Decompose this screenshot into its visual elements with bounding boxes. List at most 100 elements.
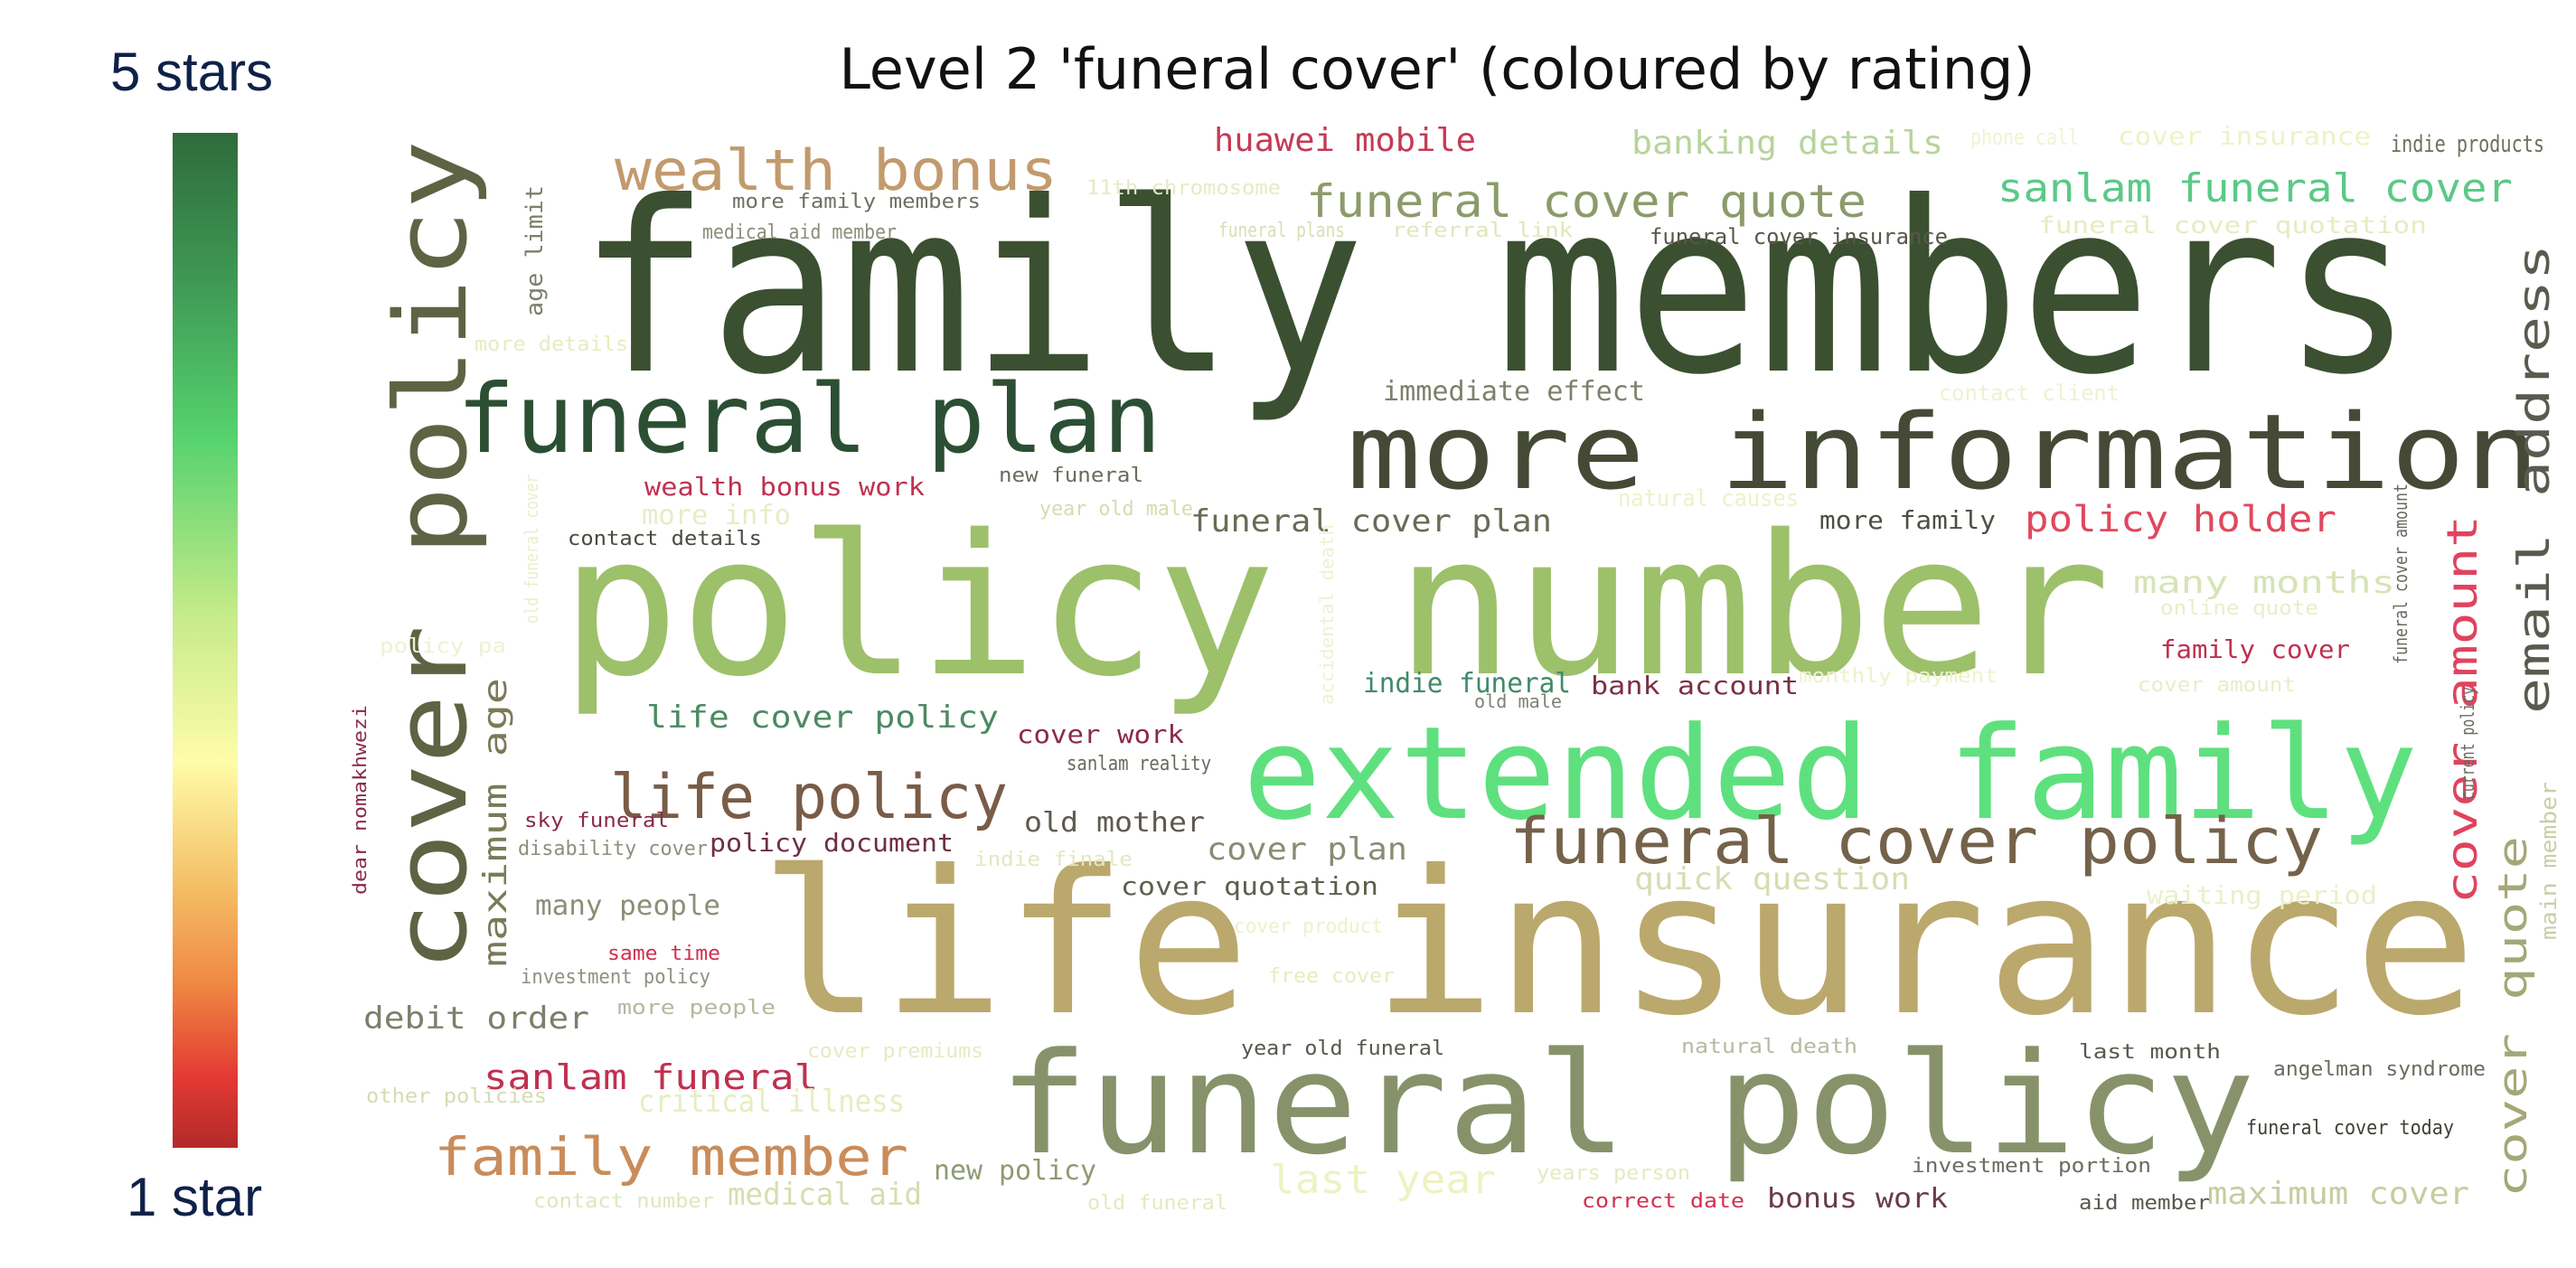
word-bonus-work: bonus work xyxy=(1767,1183,1948,1215)
word-old-funeral-cover: old funeral cover xyxy=(521,474,542,624)
word-bank-account: bank account xyxy=(1591,671,1799,700)
word-new-funeral: new funeral xyxy=(999,465,1143,487)
word-maximum-age: maximum age xyxy=(477,678,514,967)
word-life-policy: life policy xyxy=(610,762,1008,833)
word-wealth-bonus-work: wealth bonus work xyxy=(644,472,925,502)
word-extended-family: extended family xyxy=(1243,700,2418,849)
word-natural-death: natural death xyxy=(1681,1036,1857,1058)
word-same-time: same time xyxy=(607,943,720,965)
word-indie-finale: indie finale xyxy=(974,849,1133,871)
word-cover-plan: cover plan xyxy=(1207,831,1407,868)
word-more-people: more people xyxy=(617,997,776,1019)
word-banking-details: banking details xyxy=(1631,125,1943,162)
word-policy-document: policy document xyxy=(710,828,954,858)
word-angelman-syndrome: angelman syndrome xyxy=(2273,1058,2486,1081)
word-debit-order: debit order xyxy=(363,1000,589,1037)
word-indie-funeral: indie funeral xyxy=(1363,668,1571,700)
word-many-months: many months xyxy=(2133,565,2395,601)
word-accidental-death: accidental death xyxy=(1316,524,1338,705)
word-free-cover: free cover xyxy=(1268,965,1395,988)
word-more-details: more details xyxy=(475,333,628,356)
word-sky-funeral: sky funeral xyxy=(524,810,669,832)
word-quick-question: quick question xyxy=(1634,861,1910,897)
word-sanlam-funeral: sanlam funeral xyxy=(484,1057,818,1097)
word-investment-policy: investment policy xyxy=(521,966,710,989)
word-funeral-cover-plan: funeral cover plan xyxy=(1190,503,1552,540)
word-cover-product: cover product xyxy=(1234,916,1383,938)
word-family-cover: family cover xyxy=(2160,634,2350,664)
word-family-members: family members xyxy=(578,151,2413,427)
word-funeral-policy: funeral policy xyxy=(999,1022,2255,1186)
word-aid-member: aid member xyxy=(2079,1192,2210,1215)
rating-colorbar xyxy=(173,133,238,1148)
word-policy-holder: policy holder xyxy=(2025,499,2336,540)
word-cover-premiums: cover premiums xyxy=(807,1040,983,1063)
word-phone-call: phone call xyxy=(1970,125,2079,150)
word-funeral-cover-quotation: funeral cover quotation xyxy=(2038,212,2427,240)
word-family-member: family member xyxy=(434,1126,908,1188)
word-old-male: old male xyxy=(1474,690,1562,712)
word-cover-work: cover work xyxy=(1017,719,1184,749)
word-11th-chromosome: 11th chromosome xyxy=(1086,177,1281,200)
word-last-month: last month xyxy=(2079,1041,2221,1064)
word-funeral-plans: funeral plans xyxy=(1218,220,1345,242)
word-cover-insurance: cover insurance xyxy=(2118,121,2371,151)
word-contact-details: contact details xyxy=(568,528,762,550)
word-investment-portion: investment portion xyxy=(1912,1155,2151,1178)
word-cover-amount: cover amount xyxy=(2438,515,2487,904)
word-funeral-cover-amount: funeral cover amount xyxy=(2390,484,2411,664)
word-policy-pa: policy pa xyxy=(380,635,506,658)
word-medical-aid-member: medical aid member xyxy=(702,221,897,244)
word-maximum-cover: maximum cover xyxy=(2207,1176,2469,1212)
word-years-person: years person xyxy=(1537,1162,1690,1185)
word-cover-amount: cover amount xyxy=(2138,674,2296,697)
word-main-member: main member xyxy=(2536,782,2562,940)
word-age-limit: age limit xyxy=(522,185,549,316)
word-contact-client: contact client xyxy=(1939,380,2120,406)
word-cover-quotation: cover quotation xyxy=(1121,871,1378,901)
word-immediate-effect: immediate effect xyxy=(1383,376,1645,408)
word-medical-aid: medical aid xyxy=(728,1177,922,1213)
word-funeral-cover-insurance: funeral cover insurance xyxy=(1650,224,1948,249)
word-more-family-members: more family members xyxy=(732,191,981,213)
word-policy-number: policy number xyxy=(560,493,2111,719)
word-email-address: email address xyxy=(2509,244,2560,714)
colorbar-top-label: 5 stars xyxy=(110,42,274,102)
word-monthly-payment: monthly payment xyxy=(1799,665,1998,688)
word-referral-link: referral link xyxy=(1392,220,1573,242)
word-online-quote: online quote xyxy=(2160,597,2318,620)
word-funeral-cover-today: funeral cover today xyxy=(2246,1117,2454,1140)
word-funeral-cover-policy: funeral cover policy xyxy=(1509,804,2323,878)
word-year-old-male: year old male xyxy=(1039,498,1193,521)
word-old-funeral: old funeral xyxy=(1087,1192,1227,1215)
word-indie-products: indie products xyxy=(2391,131,2544,158)
word-waiting-period: waiting period xyxy=(2147,880,2377,910)
word-current-policy: current policy xyxy=(2457,687,2478,800)
word-natural-causes: natural causes xyxy=(1618,485,1799,512)
word-old-mother: old mother xyxy=(1024,807,1205,839)
word-life-cover-policy: life cover policy xyxy=(646,700,999,736)
word-last-year: last year xyxy=(1270,1157,1496,1203)
word-many-people: many people xyxy=(535,890,720,922)
word-new-policy: new policy xyxy=(934,1155,1096,1187)
word-correct-date: correct date xyxy=(1582,1190,1744,1213)
word-cover-quote: cover quote xyxy=(2490,836,2536,1198)
word-wealth-bonus: wealth bonus xyxy=(615,137,1058,203)
colorbar-bottom-label: 1 star xyxy=(127,1167,263,1227)
word-critical-illness: critical illness xyxy=(638,1084,905,1120)
word-funeral-cover-quote: funeral cover quote xyxy=(1306,175,1866,228)
word-more-family: more family xyxy=(1819,505,1996,535)
word-other-policies: other policies xyxy=(366,1085,547,1108)
word-cover-policy: cover policy xyxy=(373,140,489,972)
word-dear-nomakhwezi: dear nomakhwezi xyxy=(349,705,371,895)
word-more-info: more info xyxy=(642,500,791,531)
word-life-insurance: life insurance xyxy=(759,828,2477,1059)
word-sanlam-funeral-cover: sanlam funeral cover xyxy=(1998,165,2513,211)
word-huawei-mobile: huawei mobile xyxy=(1214,122,1476,159)
word-contact-number: contact number xyxy=(533,1190,714,1213)
word-sanlam-reality: sanlam reality xyxy=(1067,753,1211,775)
chart-title: Level 2 'funeral cover' (coloured by rat… xyxy=(839,36,2035,102)
word-more-information: more information xyxy=(1347,392,2540,513)
